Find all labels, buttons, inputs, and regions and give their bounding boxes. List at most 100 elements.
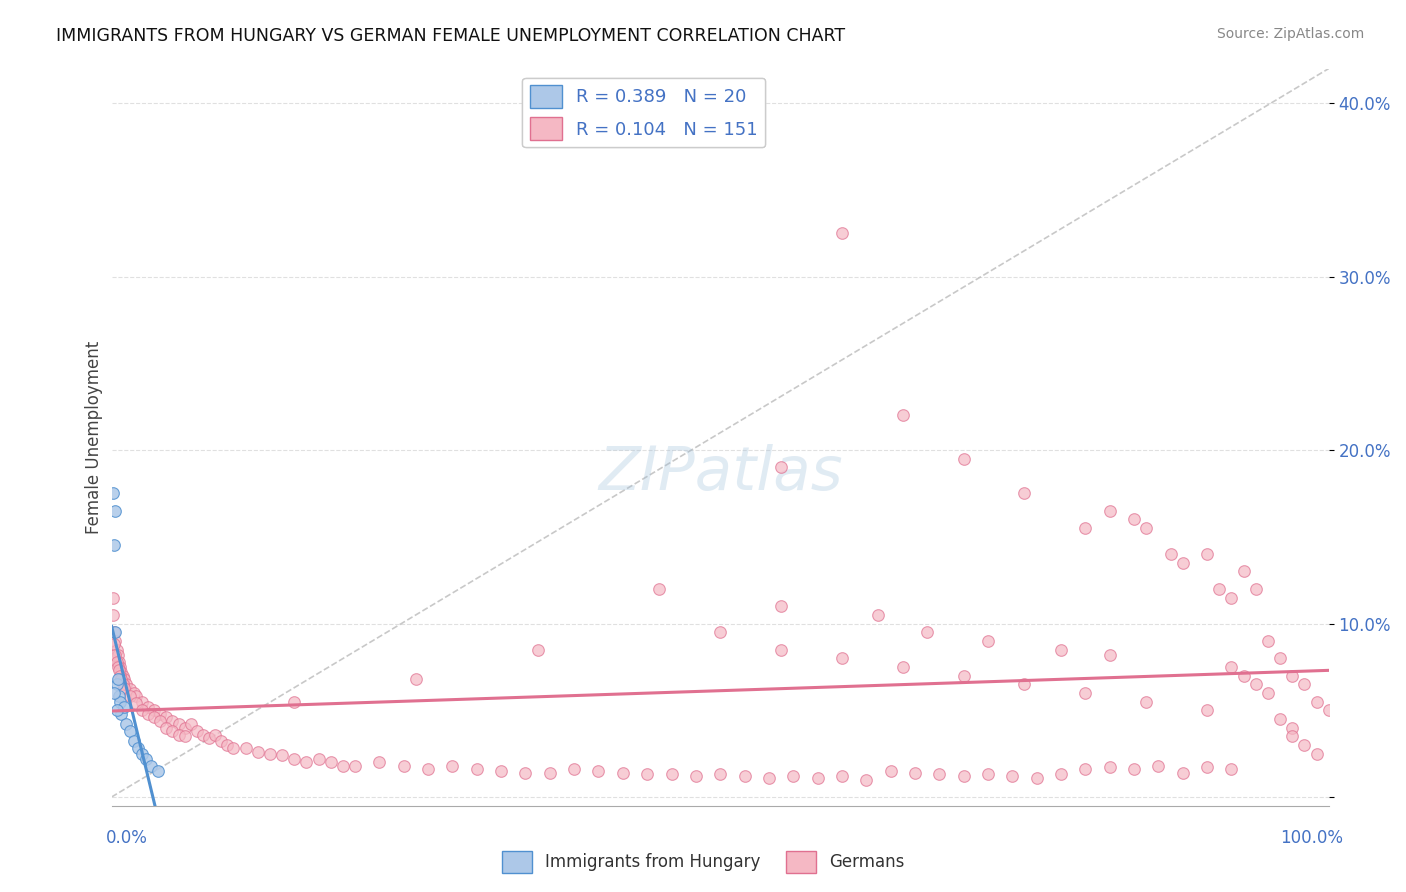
Point xyxy=(1244,582,1267,596)
Point xyxy=(167,727,190,741)
Point xyxy=(107,648,129,662)
Point xyxy=(1197,703,1219,717)
Point xyxy=(538,765,561,780)
Point xyxy=(143,703,166,717)
Point xyxy=(191,727,214,741)
Point xyxy=(952,668,974,682)
Point xyxy=(110,672,132,686)
Point xyxy=(1123,512,1146,526)
Point xyxy=(186,724,208,739)
Point xyxy=(758,771,780,785)
Point xyxy=(1171,556,1194,570)
Point xyxy=(1268,712,1291,726)
Point xyxy=(661,767,683,781)
Point xyxy=(1171,765,1194,780)
Point xyxy=(1147,758,1170,772)
Point xyxy=(368,756,391,770)
Point xyxy=(139,758,162,772)
Point xyxy=(115,677,138,691)
Point xyxy=(108,664,131,678)
Point xyxy=(115,717,138,731)
Point xyxy=(648,582,671,596)
Point xyxy=(1257,686,1279,700)
Point xyxy=(1074,521,1097,535)
Point xyxy=(806,771,828,785)
Point xyxy=(928,767,950,781)
Point xyxy=(118,690,141,704)
Point xyxy=(1268,651,1291,665)
Point xyxy=(685,769,707,783)
Point xyxy=(105,677,128,691)
Point xyxy=(108,695,131,709)
Point xyxy=(136,699,159,714)
Point xyxy=(1281,668,1303,682)
Point xyxy=(1001,769,1024,783)
Point xyxy=(441,758,464,772)
Point xyxy=(1244,677,1267,691)
Point xyxy=(831,227,853,241)
Point xyxy=(770,642,793,657)
Point xyxy=(283,752,305,766)
Point xyxy=(127,741,149,756)
Point xyxy=(770,460,793,475)
Point xyxy=(112,699,135,714)
Point xyxy=(155,721,177,735)
Point xyxy=(1232,668,1254,682)
Point xyxy=(131,747,153,761)
Point xyxy=(108,668,131,682)
Point xyxy=(526,642,548,657)
Point xyxy=(131,703,153,717)
Point xyxy=(155,710,177,724)
Point xyxy=(636,767,658,781)
Point xyxy=(1014,486,1036,500)
Point xyxy=(1305,695,1327,709)
Text: 0.0%: 0.0% xyxy=(105,829,148,847)
Point xyxy=(1317,703,1340,717)
Point xyxy=(259,747,281,761)
Point xyxy=(217,738,239,752)
Point xyxy=(108,690,131,704)
Point xyxy=(112,681,135,695)
Point xyxy=(135,752,157,766)
Point xyxy=(1135,695,1157,709)
Point xyxy=(831,769,853,783)
Legend: Immigrants from Hungary, Germans: Immigrants from Hungary, Germans xyxy=(495,845,911,880)
Text: IMMIGRANTS FROM HUNGARY VS GERMAN FEMALE UNEMPLOYMENT CORRELATION CHART: IMMIGRANTS FROM HUNGARY VS GERMAN FEMALE… xyxy=(56,27,845,45)
Point xyxy=(977,633,1000,648)
Point xyxy=(1281,729,1303,743)
Point xyxy=(515,765,537,780)
Point xyxy=(891,409,914,423)
Point xyxy=(489,764,512,778)
Point xyxy=(112,672,135,686)
Text: Source: ZipAtlas.com: Source: ZipAtlas.com xyxy=(1216,27,1364,41)
Point xyxy=(332,758,354,772)
Point xyxy=(104,633,127,648)
Point xyxy=(770,599,793,614)
Point xyxy=(103,539,125,553)
Point xyxy=(319,756,342,770)
Point xyxy=(1294,738,1316,752)
Point xyxy=(110,706,132,721)
Point xyxy=(1305,747,1327,761)
Point xyxy=(891,660,914,674)
Text: 100.0%: 100.0% xyxy=(1279,829,1343,847)
Y-axis label: Female Unemployment: Female Unemployment xyxy=(86,341,103,533)
Point xyxy=(103,686,125,700)
Point xyxy=(110,665,132,679)
Point xyxy=(416,762,439,776)
Point xyxy=(465,762,488,776)
Point xyxy=(143,710,166,724)
Point xyxy=(879,764,901,778)
Point xyxy=(101,591,124,605)
Point xyxy=(173,729,195,743)
Point xyxy=(104,648,127,662)
Point xyxy=(125,696,148,710)
Point xyxy=(122,734,145,748)
Point xyxy=(222,741,245,756)
Point xyxy=(1135,521,1157,535)
Point xyxy=(1197,547,1219,561)
Point xyxy=(868,607,890,622)
Point xyxy=(1098,648,1121,662)
Point xyxy=(125,690,148,704)
Point xyxy=(111,668,134,682)
